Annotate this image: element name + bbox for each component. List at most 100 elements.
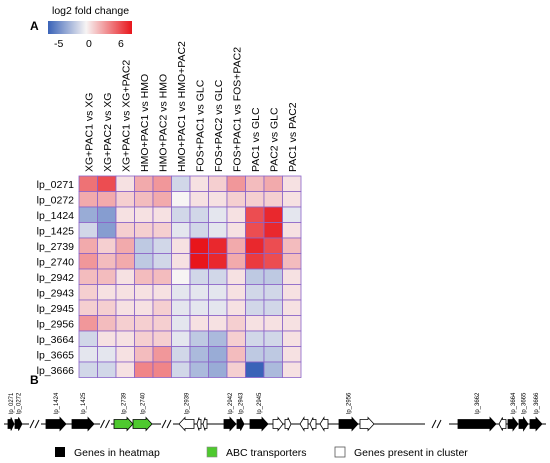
heatmap-cell-lp-2945-col-7 — [189, 299, 209, 316]
heatmap-cell-lp-1424-col-2 — [97, 206, 117, 223]
heatmap-cell-lp-3664-col-8 — [208, 330, 228, 347]
heatmap-cell-lp-2740-col-2 — [97, 253, 117, 270]
heatmap-cell-lp-2956-col-1 — [78, 315, 98, 332]
colorbar-tick-max: 6 — [118, 38, 124, 50]
heatmap-cell-lp-2740-col-9 — [226, 253, 246, 270]
heatmap-cell-lp-0272-col-4 — [134, 191, 154, 208]
heatmap-cell-lp-0272-col-12 — [282, 191, 302, 208]
heatmap-cell-lp-1425-col-3 — [115, 222, 135, 239]
heatmap-cell-lp-1424-col-5 — [152, 206, 172, 223]
heatmap-cell-lp-2945-col-1 — [78, 299, 98, 316]
heatmap-cell-lp-2942-col-12 — [282, 268, 302, 285]
heatmap-cell-lp-1425-col-1 — [78, 222, 98, 239]
gene-arrow-unlabeled-15 — [299, 416, 309, 432]
column-label-hmo-pac2-vs-hmo: HMO+PAC2 vs HMO — [157, 74, 169, 172]
gene-arrow-lp-3662 — [457, 416, 497, 432]
heatmap-cell-lp-0271-col-1 — [78, 175, 98, 192]
gene-label-lp-3664: lp_3664 — [511, 392, 517, 414]
heatmap-cell-lp-0272-col-2 — [97, 191, 117, 208]
gene-label-lp-2939: lp_2939 — [185, 392, 191, 414]
heatmap-cell-lp-2942-col-2 — [97, 268, 117, 285]
heatmap-cell-lp-2942-col-7 — [189, 268, 209, 285]
heatmap-cell-lp-2739-col-1 — [78, 237, 98, 254]
heatmap-cell-lp-3664-col-7 — [189, 330, 209, 347]
column-label-fos-pac2-vs-glc: FOS+PAC2 vs GLC — [213, 79, 225, 172]
heatmap-cell-lp-2942-col-9 — [226, 268, 246, 285]
gene-label-lp-0272: lp_0272 — [17, 392, 23, 414]
gene-arrow-lp-2942 — [223, 416, 237, 432]
heatmap-cell-lp-3665-col-4 — [134, 346, 154, 363]
gene-arrow-unlabeled-16 — [309, 417, 317, 431]
heatmap-cell-lp-2945-col-9 — [226, 299, 246, 316]
heatmap-row-labels: lp_0271 lp_0272 lp_1424 lp_1425 lp_2739 lp_27… — [37, 179, 75, 377]
heatmap-cell-lp-0272-col-11 — [263, 191, 283, 208]
heatmap-cell-lp-1424-col-9 — [226, 206, 246, 223]
heatmap-cell-lp-2945-col-11 — [263, 299, 283, 316]
genome-break-mark — [161, 419, 172, 429]
heatmap-cell-lp-0271-col-12 — [282, 175, 302, 192]
heatmap-cell-lp-0271-col-3 — [115, 175, 135, 192]
gene-arrow-unlabeled-13 — [272, 416, 284, 432]
heatmap-cell-lp-2942-col-6 — [171, 268, 191, 285]
heatmap-cell-lp-2956-col-2 — [97, 315, 117, 332]
heatmap-cell-lp-2943-col-6 — [171, 284, 191, 301]
heatmap-cell-lp-2942-col-3 — [115, 268, 135, 285]
heatmap-cell-lp-2956-col-8 — [208, 315, 228, 332]
heatmap-cell-lp-2945-col-12 — [282, 299, 302, 316]
heatmap-cell-lp-2956-col-9 — [226, 315, 246, 332]
gene-arrow-lp-0271 — [7, 417, 15, 431]
gene-label-lp-3662: lp_3662 — [475, 392, 481, 414]
gene-label-lp-3666: lp_3666 — [534, 392, 540, 414]
heatmap-cell-lp-2943-col-2 — [97, 284, 117, 301]
heatmap-cell-lp-1425-col-9 — [226, 222, 246, 239]
heatmap-cell-lp-2943-col-8 — [208, 284, 228, 301]
heatmap-cell-lp-2740-col-11 — [263, 253, 283, 270]
heatmap-cell-lp-1425-col-8 — [208, 222, 228, 239]
heatmap-cell-lp-3664-col-11 — [263, 330, 283, 347]
heatmap-cell-lp-3666-col-11 — [263, 361, 283, 378]
heatmap-cell-lp-2956-col-4 — [134, 315, 154, 332]
heatmap-cell-lp-3665-col-10 — [245, 346, 265, 363]
row-label-lp-2956: lp_2956 — [37, 318, 75, 330]
gene-arrow-unlabeled-21 — [498, 417, 507, 431]
heatmap-cell-lp-0271-col-11 — [263, 175, 283, 192]
heatmap-cell-lp-2943-col-11 — [263, 284, 283, 301]
colorbar: log2 fold change -5 0 6 — [48, 5, 132, 50]
heatmap-cell-lp-2740-col-7 — [189, 253, 209, 270]
gene-label-lp-0271: lp_0271 — [9, 392, 15, 414]
heatmap-cell-lp-1425-col-5 — [152, 222, 172, 239]
heatmap-cell-lp-2943-col-7 — [189, 284, 209, 301]
column-label-pac2-vs-glc: PAC2 vs GLC — [268, 107, 280, 172]
heatmap-cell-lp-3666-col-4 — [134, 361, 154, 378]
gene-arrow-unlabeled-19 — [359, 416, 375, 432]
heatmap-cell-lp-2942-col-1 — [78, 268, 98, 285]
heatmap-cell-lp-1424-col-12 — [282, 206, 302, 223]
gene-arrow-lp-2740 — [132, 416, 153, 432]
gene-legend: Genes in heatmap ABC transporters Genes … — [55, 446, 468, 459]
heatmap-cell-lp-0271-col-5 — [152, 175, 172, 192]
heatmap-cell-lp-1425-col-11 — [263, 222, 283, 239]
row-label-lp-2943: lp_2943 — [37, 287, 75, 299]
heatmap-cell-lp-3664-col-12 — [282, 330, 302, 347]
gene-arrow-lp-3666 — [529, 416, 543, 432]
heatmap-cell-lp-0271-col-6 — [171, 175, 191, 192]
heatmap-cell-lp-1424-col-3 — [115, 206, 135, 223]
colorbar-gradient — [48, 21, 132, 34]
gene-arrow-unlabeled-14 — [284, 417, 292, 431]
row-label-lp-0272: lp_0272 — [37, 194, 75, 206]
heatmap-cell-lp-2740-col-3 — [115, 253, 135, 270]
gene-arrow-unlabeled-17 — [319, 416, 329, 432]
heatmap-cell-lp-2740-col-5 — [152, 253, 172, 270]
row-label-lp-3666: lp_3666 — [37, 365, 75, 377]
heatmap-cell-lp-2740-col-10 — [245, 253, 265, 270]
heatmap-cell-lp-2739-col-12 — [282, 237, 302, 254]
heatmap-cell-lp-3666-col-5 — [152, 361, 172, 378]
column-label-pac1-vs-pac2: PAC1 vs PAC2 — [287, 102, 299, 172]
heatmap-cell-lp-1425-col-7 — [189, 222, 209, 239]
row-label-lp-0271: lp_0271 — [37, 179, 75, 191]
heatmap-cell-lp-0272-col-8 — [208, 191, 228, 208]
gene-label-lp-1424: lp_1424 — [54, 392, 60, 414]
gene-arrow-unlabeled-8 — [196, 417, 202, 431]
row-label-lp-2739: lp_2739 — [37, 241, 75, 253]
row-label-lp-2945: lp_2945 — [37, 303, 75, 315]
